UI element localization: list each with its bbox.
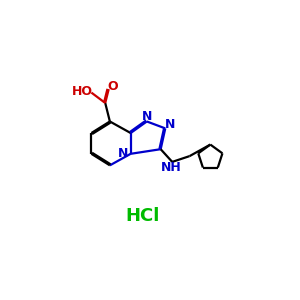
Text: O: O: [108, 80, 118, 93]
Text: N: N: [117, 147, 128, 160]
Text: HCl: HCl: [125, 207, 159, 225]
Text: N: N: [142, 110, 152, 123]
Text: HO: HO: [72, 85, 93, 98]
Text: N: N: [165, 118, 176, 131]
Text: NH: NH: [161, 161, 182, 174]
